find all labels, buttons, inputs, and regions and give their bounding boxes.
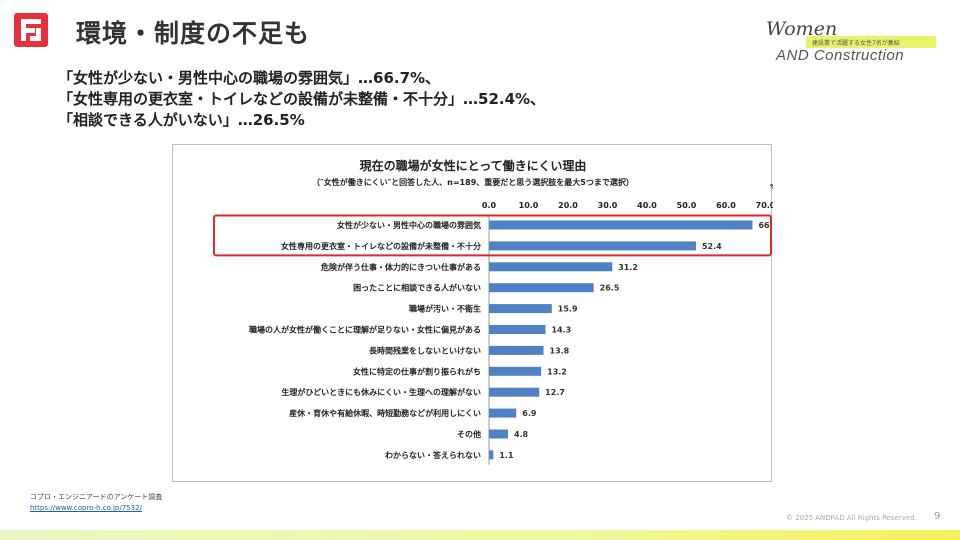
- brand-subtitle: 建設業で活躍する女性7名が集結: [812, 40, 900, 47]
- x-tick-label: 70.0: [756, 201, 773, 210]
- value-label: 13.2: [547, 367, 567, 376]
- page-number: 9: [934, 511, 941, 522]
- x-tick-label: 30.0: [598, 201, 618, 210]
- x-tick-label: 10.0: [519, 201, 539, 210]
- chart-subtitle: （″女性が働きにくい″と回答した人、n=189、重要だと思う選択肢を最大5つまで…: [312, 177, 634, 187]
- value-label: 26.5: [600, 284, 620, 293]
- category-label: 産休・育休や有給休暇、時短勤務などが利用しにくい: [289, 408, 481, 418]
- value-label: 52.4: [702, 242, 722, 251]
- brand-script-text: Women: [766, 18, 838, 40]
- bar: [489, 450, 494, 460]
- brand-highlight-band: [806, 36, 936, 48]
- category-label: 職場が汚い・不衛生: [409, 304, 481, 314]
- x-tick-label: 50.0: [677, 201, 697, 210]
- x-tick-label: 20.0: [558, 201, 578, 210]
- category-label: わからない・答えられない: [385, 450, 481, 460]
- source-link[interactable]: https://www.copro-h.co.jp/7532/: [30, 504, 142, 512]
- summary-line: 「女性が少ない・男性中心の職場の雰囲気」…66.7%、: [58, 69, 441, 87]
- value-label: 31.2: [618, 263, 638, 272]
- category-label: 困ったことに相談できる人がいない: [353, 283, 481, 293]
- source-label: コプロ・エンジニアードのアンケート調査: [30, 493, 163, 501]
- brand-main-text: AND Construction: [776, 47, 905, 64]
- bar: [489, 262, 613, 272]
- category-label: 危険が伴う仕事・体力的にきつい仕事がある: [320, 262, 481, 272]
- logo-mark-icon: [21, 19, 41, 41]
- value-label: 12.7: [545, 388, 565, 397]
- bar: [489, 220, 753, 230]
- summary-block: 「女性が少ない・男性中心の職場の雰囲気」…66.7%、 「女性専用の更衣室・トイ…: [58, 68, 545, 131]
- value-label: 1.1: [499, 451, 514, 460]
- value-label: 4.8: [514, 430, 529, 439]
- bar: [489, 366, 542, 376]
- category-label: 生理がひどいときにも休みにくい・生理への理解がない: [281, 387, 481, 397]
- chart-title: 現在の職場が女性にとって働きにくい理由: [360, 158, 587, 173]
- event-brand-logo: Women 建設業で活躍する女性7名が集結 AND Construction: [762, 18, 944, 64]
- unit-label: %: [770, 183, 773, 191]
- category-label: 女性が少ない・男性中心の職場の雰囲気: [337, 220, 481, 230]
- bar-chart: 現在の職場が女性にとって働きにくい理由 （″女性が働きにくい″と回答した人、n=1…: [213, 158, 773, 465]
- value-label: 14.3: [551, 326, 571, 335]
- bar: [489, 304, 552, 314]
- copyright-text: © 2025 ANDPAD All Rights Reserved.: [786, 514, 917, 522]
- value-label: 66.7: [758, 221, 773, 230]
- bar: [489, 429, 508, 439]
- andpad-logo: [14, 13, 48, 47]
- summary-line: 「相談できる人がいない」…26.5%: [58, 111, 305, 129]
- bar: [489, 283, 594, 293]
- category-label: 長時間残業をしないといけない: [369, 345, 481, 355]
- bar: [489, 325, 546, 334]
- bar: [489, 408, 517, 418]
- x-tick-label: 0.0: [482, 201, 497, 210]
- x-tick-label: 60.0: [716, 201, 736, 210]
- x-tick-label: 40.0: [637, 201, 657, 210]
- value-label: 13.8: [550, 346, 570, 355]
- footer-gradient-bar: [0, 530, 960, 540]
- category-label: その他: [457, 429, 481, 439]
- category-label: 職場の人が女性が働くことに理解が足りない・女性に偏見がある: [249, 325, 481, 335]
- bar: [489, 387, 540, 397]
- bar: [489, 241, 696, 251]
- category-label: 女性専用の更衣室・トイレなどの設備が未整備・不十分: [281, 241, 481, 251]
- slide-title: 環境・制度の不足も: [76, 19, 311, 48]
- summary-line: 「女性専用の更衣室・トイレなどの設備が未整備・不十分」…52.4%、: [58, 90, 546, 108]
- bar: [489, 345, 544, 355]
- value-label: 15.9: [558, 305, 578, 314]
- highlight-box: [213, 214, 772, 257]
- source-note: コプロ・エンジニアードのアンケート調査 https://www.copro-h.…: [30, 492, 162, 514]
- chart-container: 現在の職場が女性にとって働きにくい理由 （″女性が働きにくい″と回答した人、n=1…: [172, 144, 773, 482]
- category-label: 女性に特定の仕事が割り振られがち: [353, 366, 481, 376]
- value-label: 6.9: [522, 409, 537, 418]
